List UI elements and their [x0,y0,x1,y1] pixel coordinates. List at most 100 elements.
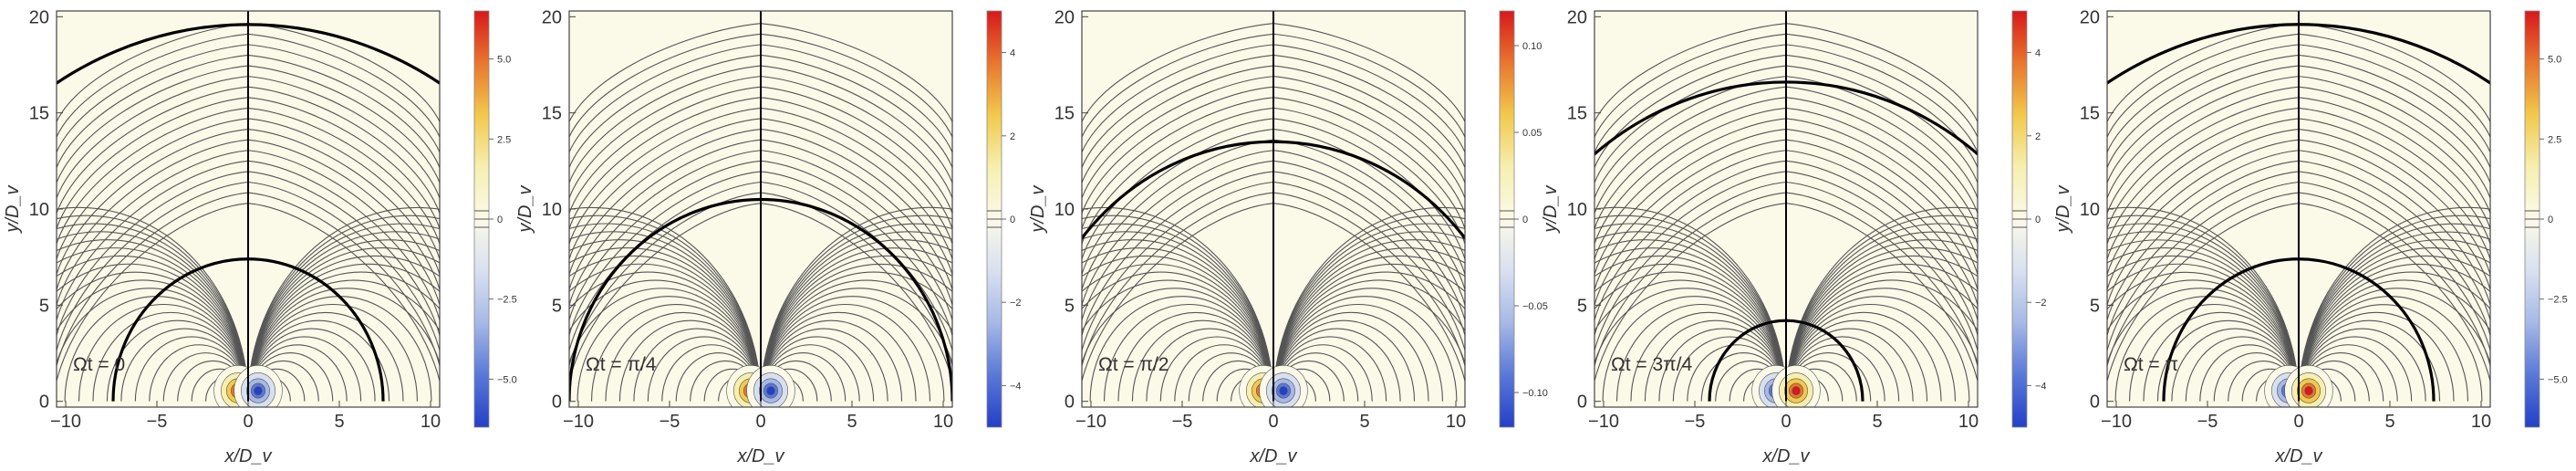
contour-line [1272,181,1465,353]
contour-line [247,239,440,402]
contour-line [1082,255,1274,402]
y-tick-label: 20 [1567,7,1587,27]
contour-line [1602,296,1787,402]
x-tick-label: 5 [2384,412,2394,432]
contour-line [2143,311,2300,402]
x-tick-label: −5 [147,412,168,432]
contour-line [1272,296,1458,402]
y-tick-label: 0 [39,392,49,413]
vortex-blobs [726,364,795,407]
contour-line [1785,239,1978,402]
contour-line [1082,239,1274,402]
colorbar-tick-label: 0 [1010,215,1015,225]
contour-line [1785,203,1978,384]
contour-line [1594,271,1787,402]
contour-line [1272,311,1429,402]
contour-line [247,171,440,339]
contour-line [569,215,762,402]
contour-line [1117,311,1274,402]
x-tick-label: −5 [660,412,680,432]
contour-line [569,206,762,402]
contour-line [2107,255,2300,402]
colorbar-tick-label: −0.10 [1522,388,1548,399]
contour-line [1272,255,1465,402]
contour-line [1594,181,1787,353]
y-tick-label: 5 [39,296,49,316]
colorbar-tick-label: −4 [2035,381,2047,392]
contour-line [1082,181,1274,353]
contour-line [78,304,249,402]
phase-annotation: Ωt = 3π/4 [1611,354,1692,375]
contour-line [569,255,762,402]
panel-4: −10 −5 0 5 10 0 5 10 15 20 x/D_v y/D_v Ωt = π 5.0 2.5 0… [2053,7,2568,466]
y-tick-label: 15 [542,104,562,124]
y-tick-label: 0 [1065,392,1075,413]
contour-line [569,263,762,402]
x-tick-label: 5 [1872,412,1882,432]
x-tick-label: 10 [1446,412,1466,432]
contour-line [760,171,952,339]
x-tick-label: 5 [334,412,344,432]
contour-line [1272,264,1465,402]
contour-line [1594,279,1787,402]
colorbar-tick-label: 0 [1522,215,1528,225]
contour-line [2298,239,2490,402]
y-tick-label: 10 [2080,200,2100,220]
phase-annotation: Ωt = π [2124,354,2178,375]
y-tick-label: 20 [2080,7,2100,27]
colorbar-tick-label: 4 [2035,48,2041,59]
x-tick-label: 10 [2471,412,2491,432]
contour-line [2107,279,2300,402]
x-axis-label: x/D_v [1761,446,1810,466]
contour-line [1594,264,1787,402]
x-tick-label: 10 [933,412,953,432]
panel-2: −10 −5 0 5 10 0 5 10 15 20 x/D_v y/D_v Ωt = π/2 0.10 0… [1028,7,1548,466]
contour-line [760,215,952,402]
contour-line [1272,215,1465,402]
vortex-blobs [1239,364,1308,407]
colorbar-tick-label: −2.5 [497,295,517,306]
x-tick-label: 0 [1268,412,1278,432]
contour-line [1131,319,1274,402]
colorbar-tick-label: 2.5 [497,134,511,145]
contour-line [1644,319,1787,402]
contour-line [569,171,762,339]
contour-line [247,263,440,402]
contour-line [1272,239,1465,402]
contour-line [2107,171,2300,339]
contour-line [1082,192,1274,369]
panel-0: −10 −5 0 5 10 0 5 10 15 20 x/D_v y/D_v Ωt = 0 5.0 2.5 0… [3,7,517,466]
contour-line [1785,192,1978,369]
contour-line [1594,239,1787,402]
y-axis-label: y/D_v [3,184,23,234]
contour-line [1272,271,1465,402]
colorbar-tick-label: 0.05 [1522,128,1542,139]
contour-line [247,181,440,353]
contour-line [760,255,952,402]
contour-line [569,239,762,402]
contour-line [2298,304,2469,402]
contour-line [57,255,249,402]
phase-annotation: Ωt = π/4 [586,354,657,375]
separatrix-arc [2107,23,2490,86]
contour-line [760,311,917,402]
x-tick-label: −10 [2101,412,2132,432]
y-axis-label: y/D_v [1541,184,1561,234]
y-tick-label: 10 [1567,200,1587,220]
y-tick-label: 5 [2090,296,2100,316]
separatrix-arc [1594,80,1978,156]
contour-line [760,279,952,402]
contour-line [2298,203,2490,384]
contour-line [2107,215,2300,402]
contour-line [57,223,249,402]
contour-line [57,279,249,402]
contour-line [1082,271,1274,402]
contour-line [1785,215,1978,402]
contour-line [247,203,440,384]
contour-line [1785,279,1978,402]
x-axis-label: x/D_v [736,446,784,466]
contour-line [569,279,762,402]
contour-line [247,271,440,402]
contour-line [760,296,945,402]
